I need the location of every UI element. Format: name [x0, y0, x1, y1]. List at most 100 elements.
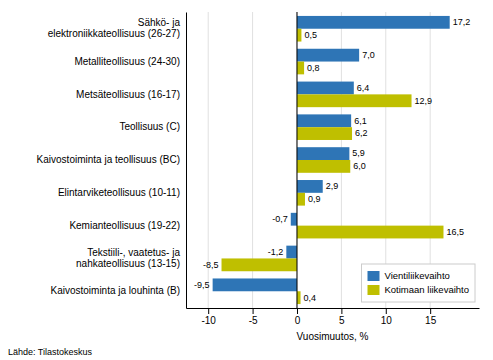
x-tick-label: 0: [295, 315, 301, 326]
data-label: -9,5: [194, 280, 210, 290]
x-tick-label: -5: [249, 315, 258, 326]
legend-item: Vientiliikevaihto: [368, 270, 450, 281]
bar: [213, 278, 297, 291]
data-label: 0,5: [304, 30, 317, 40]
legend-swatch: [368, 285, 380, 295]
x-axis: -10 -5 0 5 10 15: [187, 308, 480, 326]
bar: [297, 16, 450, 29]
label-line: Teollisuus (C): [119, 121, 180, 132]
data-label: 0,9: [308, 194, 321, 204]
x-axis-line: [187, 308, 480, 309]
x-tick-label: 5: [339, 315, 345, 326]
label-line: Metsäteollisuus (16-17): [76, 89, 180, 100]
label-line: Kaivostoiminta ja teollisuus (BC): [37, 154, 180, 165]
bar: [286, 246, 297, 259]
bar: [297, 147, 349, 160]
x-tick: 10: [381, 308, 393, 326]
x-tick: 15: [425, 308, 437, 326]
y-tick: Sähkö- jaelektroniikkateollisuus (26-27): [48, 17, 186, 39]
bar: [297, 193, 305, 206]
y-tick-label: Teollisuus (C): [119, 121, 180, 132]
label-line: Kemianteollisuus (19-22): [69, 220, 180, 231]
data-label: -0,7: [272, 214, 288, 224]
y-tick: Kemianteollisuus (19-22): [69, 220, 186, 231]
legend-label: Kotimaan liikevaihto: [385, 284, 470, 295]
data-label: 16,5: [446, 227, 464, 237]
chart: -10 -5 0 5 10 15 Sähkö- jaelektroniikkateollis…: [0, 0, 493, 360]
label-line: Metalliteollisuus (24-30): [74, 56, 180, 67]
x-tick-label: 10: [381, 315, 393, 326]
data-label: 7,0: [362, 50, 375, 60]
data-label: 6,1: [354, 116, 367, 126]
bar: [297, 180, 323, 193]
data-label: -1,2: [268, 247, 284, 257]
x-tick-label: 15: [425, 315, 437, 326]
bar: [222, 258, 297, 271]
data-label: 0,4: [304, 293, 317, 303]
legend-label: Vientiliikevaihto: [385, 270, 450, 281]
y-tick: Teollisuus (C): [119, 121, 186, 132]
x-tick-mark: [253, 308, 254, 314]
label-line: nahkateollisuus (13-15): [76, 258, 180, 269]
y-tick: Metsäteollisuus (16-17): [76, 89, 186, 100]
legend: Vientiliikevaihto Kotimaan liikevaihto: [362, 264, 476, 302]
y-tick: Metalliteollisuus (24-30): [74, 56, 186, 67]
y-tick: Elintarviketeollisuus (10-11): [58, 187, 186, 198]
legend-frame: [362, 264, 476, 302]
plot: -10 -5 0 5 10 15 Sähkö- jaelektroniikkateollis…: [37, 12, 480, 342]
data-label: 17,2: [453, 17, 471, 27]
y-tick-label: Kaivostoiminta ja teollisuus (BC): [37, 154, 180, 165]
y-axis-line: [186, 13, 187, 309]
data-label: 6,0: [353, 161, 366, 171]
zero-line: [296, 12, 297, 308]
y-tick: Kaivostoiminta ja teollisuus (BC): [37, 154, 186, 165]
bars: [213, 16, 450, 304]
x-tick-mark: [430, 308, 431, 314]
y-tick-label: Metalliteollisuus (24-30): [74, 56, 180, 67]
label-line: Tekstiili-, vaatetus- ja: [87, 247, 180, 258]
x-tick: -5: [249, 308, 258, 326]
label-line: elektroniikkateollisuus (26-27): [48, 28, 180, 39]
y-tick-label: Metsäteollisuus (16-17): [76, 89, 180, 100]
x-tick-mark: [341, 308, 342, 314]
grid-line: [296, 12, 297, 308]
label-line: Kaivostoiminta ja louhinta (B): [50, 285, 180, 296]
data-label: 2,9: [326, 181, 339, 191]
y-tick-label: Kemianteollisuus (19-22): [69, 220, 180, 231]
y-axis: Sähkö- jaelektroniikkateollisuus (26-27)…: [37, 13, 187, 309]
data-label: 6,4: [357, 83, 370, 93]
y-tick: Tekstiili-, vaatetus- janahkateollisuus …: [76, 247, 186, 269]
y-tick-label: Tekstiili-, vaatetus- janahkateollisuus …: [76, 247, 180, 269]
label-line: Elintarviketeollisuus (10-11): [58, 187, 180, 198]
bar: [297, 114, 351, 127]
x-tick: 0: [295, 308, 301, 326]
x-tick-mark: [208, 308, 209, 314]
data-labels: -9,5 -1,2 -0,7 2,9 5,9 6,1 6,4 7,0 17,2 0,4 -8,5 16…: [194, 17, 470, 302]
x-tick-mark: [297, 308, 298, 314]
bar: [297, 62, 304, 75]
y-tick: Kaivostoiminta ja louhinta (B): [50, 285, 186, 296]
legend-swatch: [368, 271, 380, 281]
y-tick-label: Kaivostoiminta ja louhinta (B): [50, 285, 180, 296]
bar: [297, 82, 354, 95]
data-label: 6,2: [355, 128, 368, 138]
y-tick-label: Elintarviketeollisuus (10-11): [58, 187, 180, 198]
x-tick: 5: [339, 308, 345, 326]
x-tick-mark: [386, 308, 387, 314]
x-tick-label: -10: [201, 315, 216, 326]
x-tick: -10: [201, 308, 216, 326]
y-tick-label: Sähkö- jaelektroniikkateollisuus (26-27): [48, 17, 181, 39]
legend-item: Kotimaan liikevaihto: [368, 284, 470, 295]
bar: [297, 94, 412, 107]
data-label: 12,9: [415, 96, 433, 106]
bar: [297, 29, 301, 42]
data-label: -8,5: [203, 260, 219, 270]
bar: [297, 226, 444, 239]
bar: [297, 291, 301, 304]
bar: [297, 160, 350, 173]
footer: Lähde: Tilastokeskus: [8, 347, 93, 357]
bar: [297, 127, 352, 140]
data-label: 5,9: [352, 148, 365, 158]
bar: [297, 49, 359, 62]
label-line: Sähkö- ja: [138, 17, 181, 28]
